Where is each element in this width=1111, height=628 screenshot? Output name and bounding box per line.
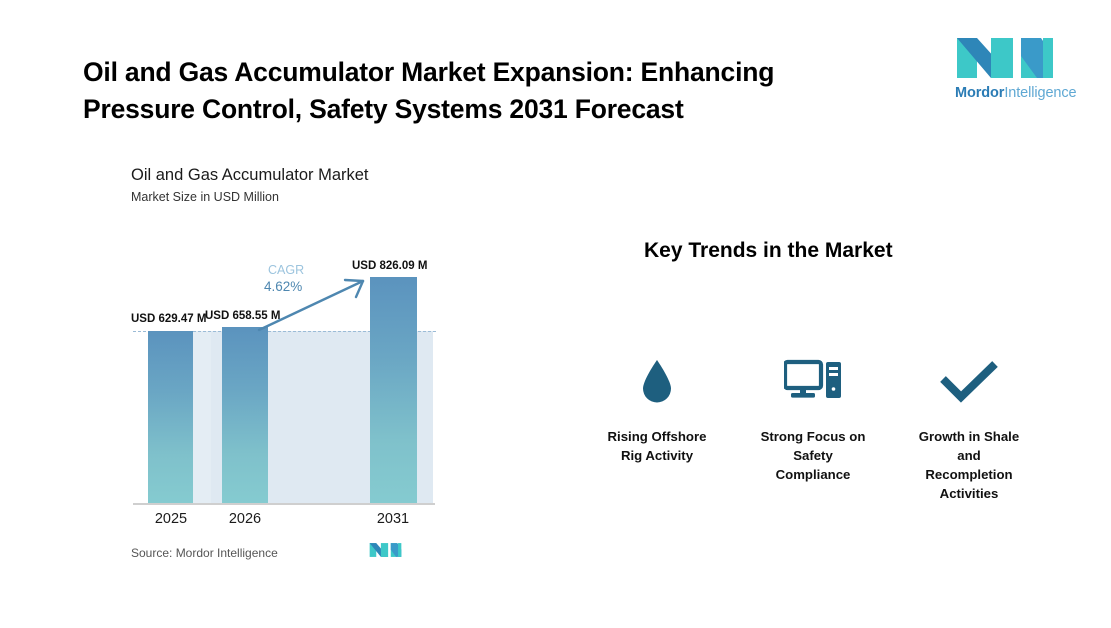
brand-name-light: Intelligence [1004,85,1077,101]
bar-label-2031: USD 826.09 M [352,260,428,272]
mordor-mini-logo-icon [369,543,402,557]
page-title-line-1: Oil and Gas Accumulator Market Expansion… [83,57,775,87]
trend-item-offshore-rig: Rising Offshore Rig Activity [572,352,742,465]
bar-2026[interactable] [222,327,268,504]
trend-label-1: Rising Offshore Rig Activity [572,427,742,465]
trend-3-line-2: and [957,448,981,464]
x-tick-2025: 2025 [154,511,188,527]
page-title: Oil and Gas Accumulator Market Expansion… [83,54,893,127]
trend-1-line-1: Rising Offshore [607,429,707,444]
trend-item-shale-growth: Growth in Shale and Recompletion Activit… [884,352,1054,504]
brand-logo: MordorIntelligence [955,30,1077,101]
trend-label-3: Growth in Shale and Recompletion Activit… [884,427,1054,504]
trends-title: Key Trends in the Market [644,239,893,262]
water-droplet-icon [572,352,742,410]
trend-2-line-3: Compliance [775,467,851,483]
x-tick-2031: 2031 [376,511,410,527]
brand-name-bold: Mordor [955,85,1005,101]
bar-2025[interactable] [148,331,193,504]
chart-source: Source: Mordor Intelligence [131,546,278,560]
page-title-line-2: Pressure Control, Safety Systems 2031 Fo… [83,93,684,124]
trend-1-line-2: Rig Activity [620,448,694,464]
mordor-intelligence-logo-icon [957,38,1053,78]
chart-title: Oil and Gas Accumulator Market [131,166,369,184]
trend-2-line-1: Strong Focus on [760,429,866,444]
desktop-computer-icon [728,352,898,410]
baseline-reference-dashed-line [133,331,436,332]
trend-2-line-2: Safety [793,448,833,464]
bar-label-2026: USD 658.55 M [205,310,281,322]
bar-label-2025: USD 629.47 M [131,313,207,325]
trend-item-safety-compliance: Strong Focus on Safety Compliance [728,352,898,484]
trend-3-line-1: Growth in Shale [918,429,1020,444]
bar-chart [133,262,436,505]
upward-trend-arrow-icon [257,278,365,332]
trend-3-line-4: Activities [939,486,999,502]
chart-subtitle: Market Size in USD Million [131,190,279,204]
trend-3-line-3: Recompletion [925,467,1013,483]
x-axis-line [133,503,435,505]
cagr-value: 4.62% [264,279,303,294]
bar-2031[interactable] [370,277,417,504]
brand-name: MordorIntelligence [955,85,1077,101]
trend-label-2: Strong Focus on Safety Compliance [728,427,898,484]
x-tick-2026: 2026 [228,511,262,527]
checkmark-icon [884,352,1054,410]
cagr-label: CAGR [268,263,305,277]
